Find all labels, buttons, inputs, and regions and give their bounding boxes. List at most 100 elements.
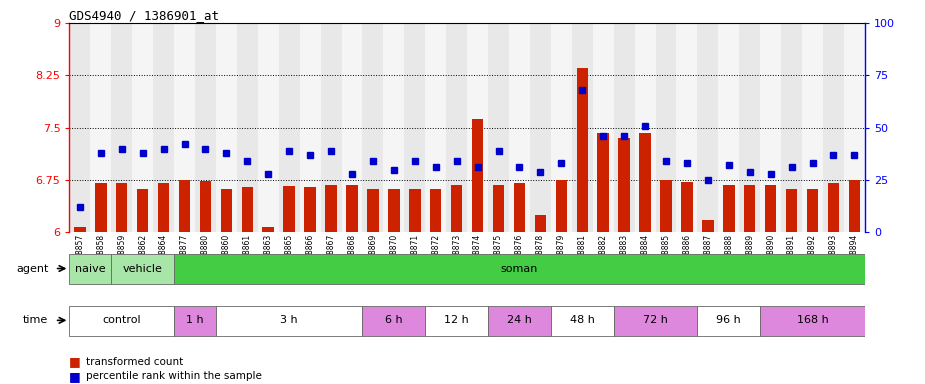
Bar: [111, 254, 174, 285]
Bar: [450, 185, 462, 232]
Bar: [69, 306, 174, 336]
Bar: [258, 23, 278, 232]
Bar: [598, 133, 609, 232]
Bar: [697, 306, 760, 336]
Bar: [237, 23, 258, 232]
Bar: [744, 185, 756, 232]
Bar: [69, 23, 91, 232]
Bar: [404, 23, 426, 232]
Bar: [426, 306, 488, 336]
Bar: [572, 23, 593, 232]
Text: soman: soman: [500, 263, 538, 273]
Bar: [823, 23, 844, 232]
Bar: [593, 23, 613, 232]
Bar: [304, 187, 315, 232]
Bar: [446, 23, 467, 232]
Bar: [111, 23, 132, 232]
Bar: [488, 23, 509, 232]
Bar: [363, 23, 383, 232]
Bar: [765, 185, 776, 232]
Bar: [174, 306, 216, 336]
Bar: [760, 23, 781, 232]
Bar: [363, 306, 426, 336]
Bar: [221, 189, 232, 232]
Text: vehicle: vehicle: [123, 263, 163, 273]
Bar: [697, 23, 719, 232]
Bar: [346, 185, 358, 232]
Bar: [551, 306, 613, 336]
Bar: [388, 189, 400, 232]
Text: 1 h: 1 h: [186, 315, 204, 325]
Text: agent: agent: [16, 263, 48, 273]
Text: 6 h: 6 h: [385, 315, 402, 325]
Bar: [723, 185, 734, 232]
Bar: [656, 23, 676, 232]
Bar: [179, 180, 191, 232]
Text: naive: naive: [75, 263, 105, 273]
Bar: [702, 220, 713, 232]
Bar: [263, 227, 274, 232]
Bar: [493, 185, 504, 232]
Bar: [278, 23, 300, 232]
Bar: [283, 185, 295, 232]
Bar: [639, 133, 651, 232]
Bar: [200, 181, 211, 232]
Bar: [91, 23, 111, 232]
Bar: [300, 23, 321, 232]
Bar: [195, 23, 216, 232]
Bar: [174, 254, 865, 285]
Bar: [95, 184, 106, 232]
Bar: [635, 23, 656, 232]
Bar: [513, 184, 525, 232]
Bar: [619, 138, 630, 232]
Bar: [409, 189, 421, 232]
Text: 24 h: 24 h: [507, 315, 532, 325]
Bar: [154, 23, 174, 232]
Bar: [216, 306, 363, 336]
Text: time: time: [23, 315, 48, 325]
Bar: [760, 306, 865, 336]
Bar: [551, 23, 572, 232]
Text: 168 h: 168 h: [796, 315, 829, 325]
Bar: [802, 23, 823, 232]
Text: control: control: [103, 315, 141, 325]
Bar: [158, 184, 169, 232]
Text: percentile rank within the sample: percentile rank within the sample: [86, 371, 262, 381]
Bar: [321, 23, 341, 232]
Bar: [556, 180, 567, 232]
Bar: [326, 185, 337, 232]
Bar: [137, 189, 148, 232]
Bar: [488, 306, 551, 336]
Text: 3 h: 3 h: [280, 315, 298, 325]
Text: ■: ■: [69, 370, 81, 383]
Bar: [719, 23, 739, 232]
Bar: [430, 189, 441, 232]
Bar: [341, 23, 363, 232]
Text: GDS4940 / 1386901_at: GDS4940 / 1386901_at: [69, 9, 219, 22]
Bar: [69, 254, 111, 285]
Text: ■: ■: [69, 355, 81, 368]
Bar: [74, 227, 86, 232]
Bar: [509, 23, 530, 232]
Bar: [681, 182, 693, 232]
Bar: [676, 23, 697, 232]
Bar: [739, 23, 760, 232]
Bar: [535, 215, 546, 232]
Bar: [613, 23, 635, 232]
Bar: [660, 180, 672, 232]
Bar: [786, 189, 797, 232]
Bar: [467, 23, 488, 232]
Text: 96 h: 96 h: [717, 315, 741, 325]
Bar: [132, 23, 154, 232]
Bar: [241, 187, 253, 232]
Bar: [383, 23, 404, 232]
Bar: [844, 23, 865, 232]
Bar: [807, 189, 819, 232]
Bar: [116, 184, 128, 232]
Text: transformed count: transformed count: [86, 357, 183, 367]
Bar: [472, 119, 484, 232]
Bar: [530, 23, 551, 232]
Bar: [781, 23, 802, 232]
Bar: [848, 180, 860, 232]
Bar: [426, 23, 446, 232]
